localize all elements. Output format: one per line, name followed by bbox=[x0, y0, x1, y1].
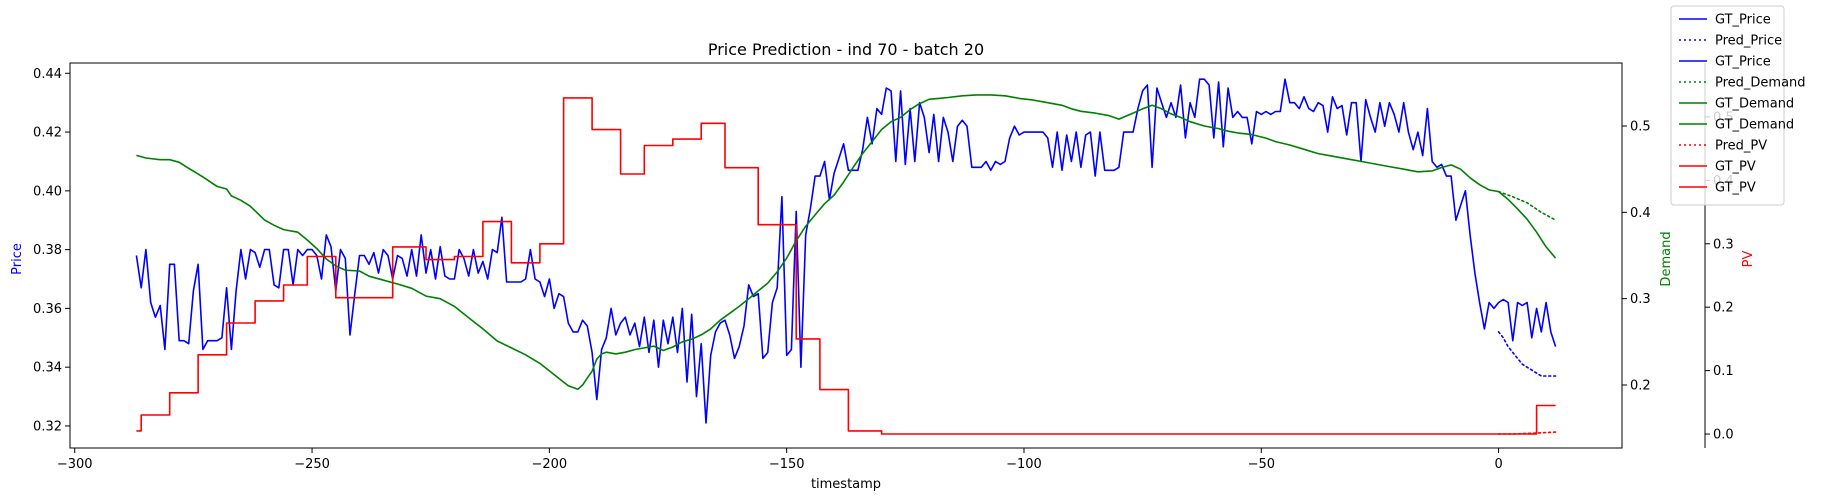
series-line-gt-price bbox=[135, 78, 1557, 424]
price-tick-label: 0.42 bbox=[33, 126, 62, 141]
x-axis-title: timestamp bbox=[811, 477, 881, 492]
legend-label: GT_Demand bbox=[1715, 118, 1794, 133]
price-tick-label: 0.32 bbox=[33, 419, 62, 434]
legend-label: GT_Demand bbox=[1715, 97, 1794, 112]
legend-label: GT_Price bbox=[1715, 55, 1771, 70]
x-tick-label: 0 bbox=[1494, 457, 1502, 472]
series-line-gt-pv bbox=[136, 97, 1556, 435]
x-tick-label: −50 bbox=[1248, 457, 1275, 472]
x-tick-label: −250 bbox=[294, 457, 330, 472]
legend-label: GT_PV bbox=[1715, 181, 1756, 196]
legend-label: Pred_Demand bbox=[1715, 76, 1806, 91]
x-tick-label: −300 bbox=[57, 457, 93, 472]
x-tick-label: −200 bbox=[532, 457, 568, 472]
demand-tick-label: 0.5 bbox=[1630, 120, 1651, 135]
series-line-gt-demand bbox=[136, 94, 1557, 391]
series-line-pred-demand bbox=[1497, 190, 1557, 221]
price-axis-title: Price bbox=[10, 243, 25, 275]
price-tick-label: 0.38 bbox=[33, 243, 62, 258]
pv-tick-label: 0.3 bbox=[1713, 237, 1734, 252]
legend-label: GT_PV bbox=[1715, 160, 1756, 175]
price-tick-label: 0.44 bbox=[33, 67, 62, 82]
plot-frame bbox=[69, 62, 1623, 449]
price-tick-label: 0.34 bbox=[33, 361, 62, 376]
series-line-pred-price bbox=[1497, 331, 1557, 377]
pv-tick-label: 0.2 bbox=[1713, 301, 1734, 316]
legend-label: GT_Price bbox=[1715, 13, 1771, 28]
pv-tick-label: 0.0 bbox=[1713, 428, 1734, 443]
x-tick-label: −100 bbox=[1006, 457, 1042, 472]
legend-box bbox=[1670, 5, 1785, 206]
plot-area bbox=[135, 78, 1557, 435]
demand-tick-label: 0.2 bbox=[1630, 378, 1651, 393]
demand-tick-label: 0.4 bbox=[1630, 206, 1651, 221]
chart-title: Price Prediction - ind 70 - batch 20 bbox=[708, 40, 984, 59]
series-line-pred-pv bbox=[1497, 431, 1557, 435]
x-tick-label: −150 bbox=[769, 457, 805, 472]
price-tick-label: 0.36 bbox=[33, 302, 62, 317]
demand-axis-title: Demand bbox=[1659, 231, 1674, 286]
axes-layer: −300 −250 −200 −150 −100 −50 0 0.32 0.34 0.36 0.38… bbox=[33, 62, 1734, 472]
pv-tick-label: 0.1 bbox=[1713, 364, 1734, 379]
legend-label: Pred_PV bbox=[1715, 139, 1767, 154]
legend: GT_Price Pred_Price GT_Price Pred_Demand GT_… bbox=[1670, 5, 1806, 206]
legend-label: Pred_Price bbox=[1715, 34, 1782, 49]
pv-axis-title: PV bbox=[1741, 251, 1756, 268]
demand-tick-label: 0.3 bbox=[1630, 292, 1651, 307]
price-tick-label: 0.40 bbox=[33, 184, 62, 199]
